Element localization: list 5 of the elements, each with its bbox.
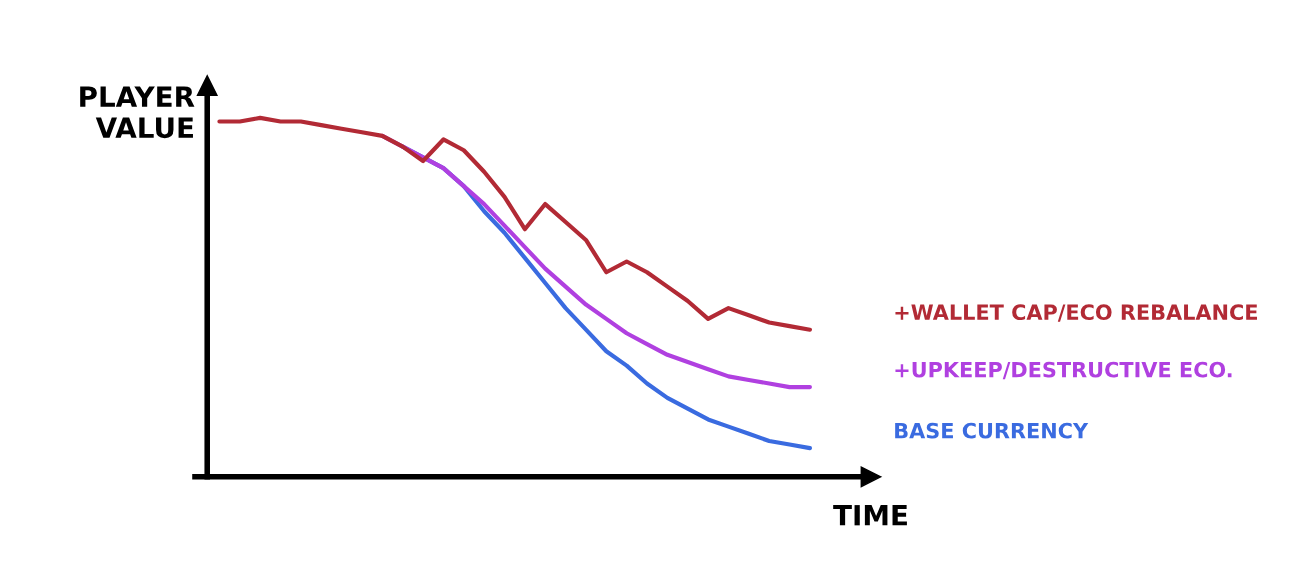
text: +UPKEEP/DESTRUCTIVE ECO. — [895, 361, 1232, 380]
text: +WALLET CAP/ECO REBALANCE — [895, 304, 1257, 322]
x-axis-title: TIME — [833, 505, 907, 526]
text: BASE CURRENCY — [895, 422, 1089, 439]
y-axis-title: PLAYER VALUE — [80, 86, 195, 139]
